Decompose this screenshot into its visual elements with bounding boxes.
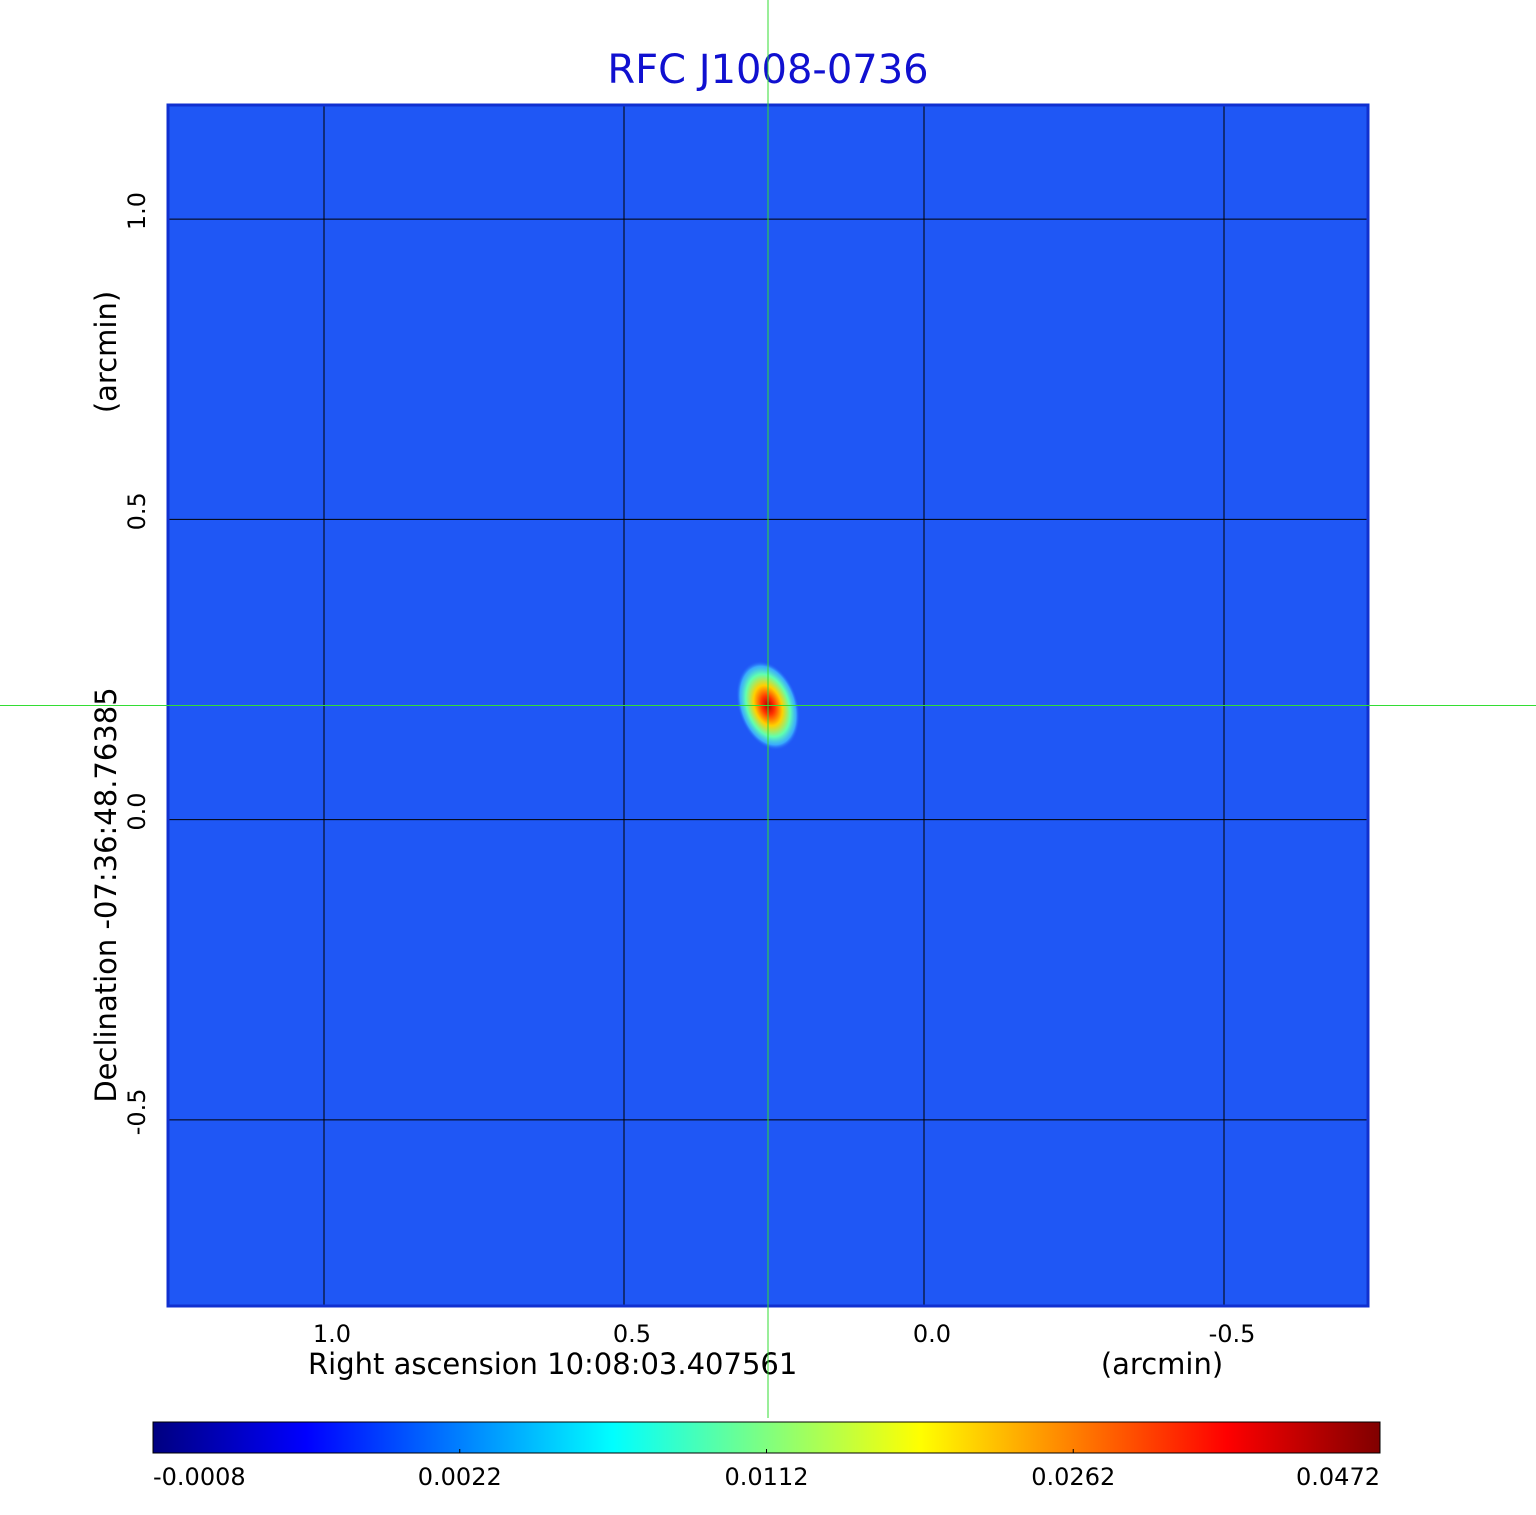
colorbar-tick-label: -0.0008 <box>153 1463 246 1491</box>
y-axis-unit: (arcmin) <box>89 291 123 413</box>
colorbar-tick-label: 0.0262 <box>1031 1463 1115 1491</box>
x-axis-unit: (arcmin) <box>1101 1347 1223 1381</box>
x-tick-label: 0.5 <box>613 1320 651 1348</box>
x-tick-label: 1.0 <box>313 1320 351 1348</box>
y-tick-label: 1.0 <box>123 192 151 230</box>
y-tick-label: 0.5 <box>123 492 151 530</box>
y-tick-label: 0.0 <box>123 793 151 831</box>
colorbar-tick-label: 0.0112 <box>725 1463 809 1491</box>
y-tick-label: -0.5 <box>123 1088 151 1135</box>
colorbar-tick-label: 0.0472 <box>1296 1463 1380 1491</box>
x-tick-label: -0.5 <box>1209 1320 1256 1348</box>
colorbar-tick-label: 0.0022 <box>418 1463 502 1491</box>
x-tick-label: 0.0 <box>913 1320 951 1348</box>
colorbar <box>152 1421 1381 1454</box>
y-axis-label: Declination -07:36:48.76385 <box>89 687 123 1102</box>
x-axis-label: Right ascension 10:08:03.407561 <box>308 1347 797 1381</box>
